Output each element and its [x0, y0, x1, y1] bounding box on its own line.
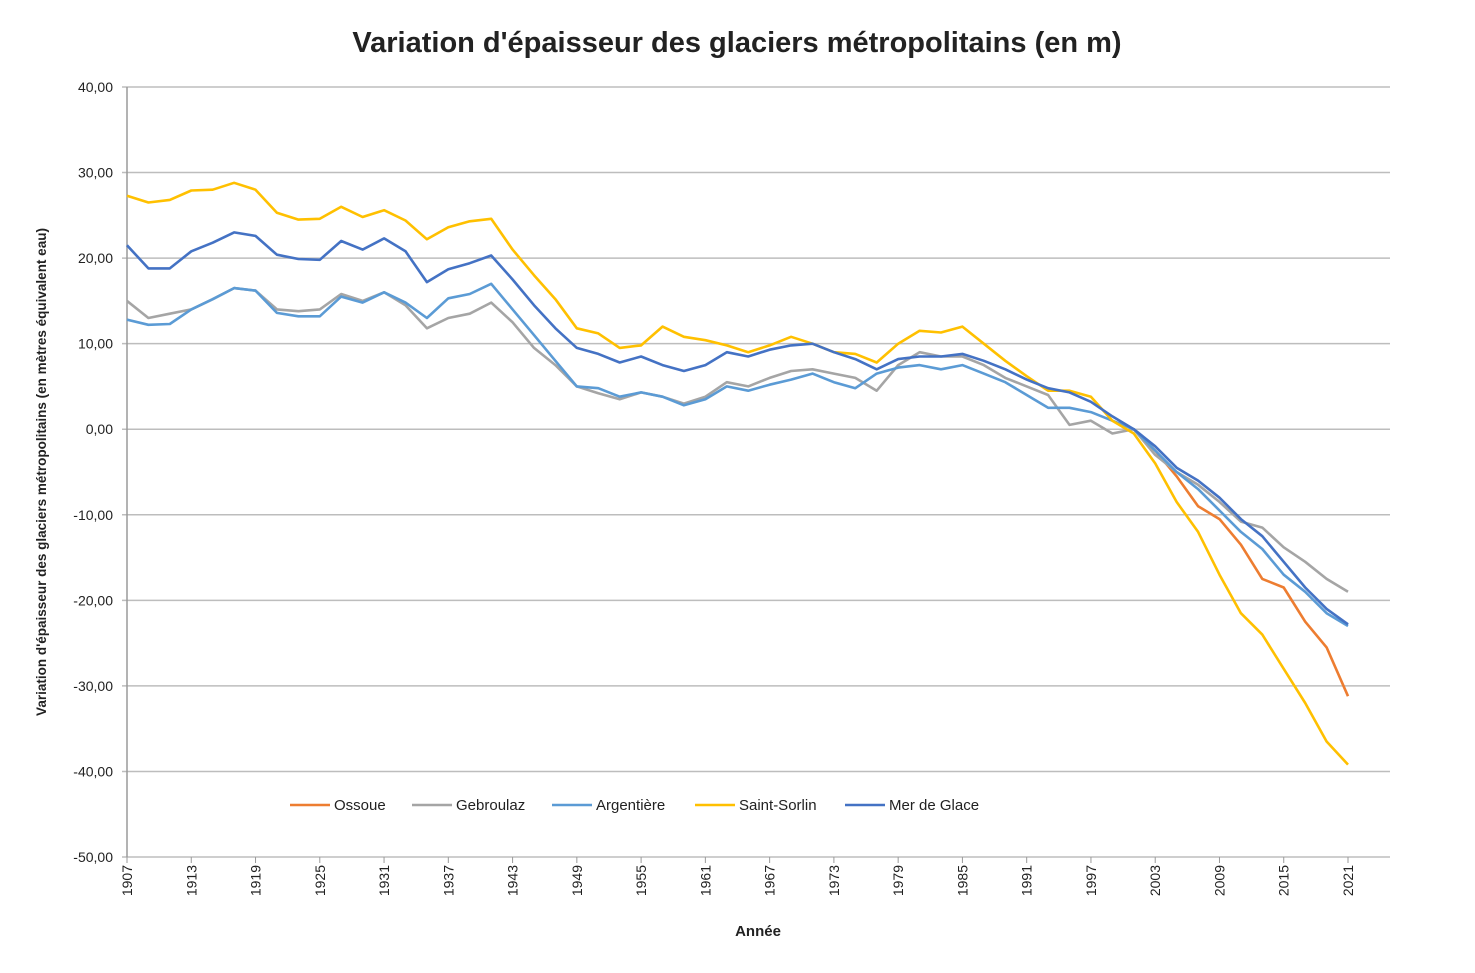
x-tick-label: 1985 — [954, 865, 970, 896]
x-tick-label: 1949 — [569, 865, 585, 896]
x-axis-ticks: 1907 1913 1919 1925 1931 1937 1943 1949 1955 1961… — [119, 857, 1356, 896]
legend-label: Ossoue — [334, 797, 386, 814]
y-tick-label: -40,00 — [73, 763, 113, 779]
y-tick-label: -50,00 — [73, 849, 113, 865]
x-tick-label: 2021 — [1340, 865, 1356, 896]
x-tick-label: 2015 — [1276, 865, 1292, 896]
x-tick-label: 1991 — [1019, 865, 1035, 896]
legend: Ossoue Gebroulaz Argentière Saint-Sorlin Mer… — [290, 797, 979, 814]
legend-label: Saint-Sorlin — [739, 797, 817, 814]
x-tick-label: 2009 — [1211, 865, 1227, 896]
y-tick-label: 10,00 — [78, 336, 113, 352]
x-tick-label: 1925 — [312, 865, 328, 896]
x-tick-label: 1955 — [633, 865, 649, 896]
x-tick-label: 1907 — [119, 865, 135, 896]
x-tick-label: 1943 — [505, 865, 521, 896]
x-tick-label: 1961 — [697, 865, 713, 896]
y-tick-label: -30,00 — [73, 678, 113, 694]
series-line-ossoue — [1132, 428, 1350, 697]
x-tick-label: 1931 — [376, 865, 392, 896]
y-tick-label: 40,00 — [78, 79, 113, 95]
x-tick-label: 1997 — [1083, 865, 1099, 896]
y-tick-label: 30,00 — [78, 165, 113, 181]
x-tick-label: 1937 — [440, 865, 456, 896]
series-lines — [126, 181, 1350, 766]
y-axis-label: Variation d'épaisseur des glaciers métro… — [34, 228, 49, 716]
gridlines — [122, 86, 1390, 858]
x-tick-label: 1913 — [183, 865, 199, 896]
series-line-mer-de-glace — [126, 231, 1349, 626]
series-line-argenti-re — [126, 282, 1349, 628]
series-line-saint-sorlin — [126, 181, 1349, 766]
y-tick-label: 20,00 — [78, 250, 113, 266]
x-tick-label: 2003 — [1147, 865, 1163, 896]
x-tick-label: 1967 — [762, 865, 778, 896]
x-tick-label: 1919 — [248, 865, 264, 896]
y-tick-label: -20,00 — [73, 592, 113, 608]
x-tick-label: 1973 — [826, 865, 842, 896]
y-tick-label: -10,00 — [73, 507, 113, 523]
legend-label: Mer de Glace — [889, 797, 979, 814]
legend-label: Argentière — [596, 797, 665, 814]
y-axis-ticks: 40,00 30,00 20,00 10,00 0,00 -10,00 -20,00 -30,… — [73, 79, 113, 865]
chart-title: Variation d'épaisseur des glaciers métro… — [352, 27, 1121, 59]
legend-label: Gebroulaz — [456, 797, 525, 814]
series-line-gebroulaz — [126, 286, 1349, 593]
x-tick-label: 1979 — [890, 865, 906, 896]
y-tick-label: 0,00 — [86, 421, 113, 437]
x-axis-label: Année — [735, 923, 781, 940]
